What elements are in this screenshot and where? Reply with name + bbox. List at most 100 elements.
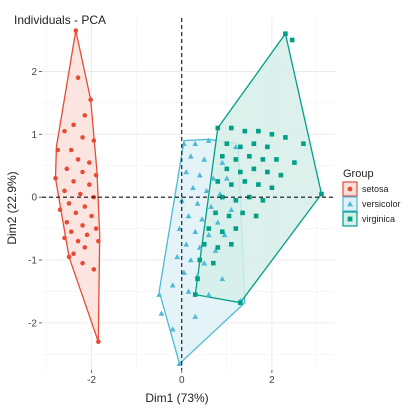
virginica-point	[251, 166, 257, 172]
versicolor-point	[181, 140, 187, 147]
virginica-point	[229, 241, 234, 247]
setosa-point	[62, 235, 67, 241]
x-tick-label: -2	[87, 375, 96, 386]
y-axis-title: Dim2 (22.9%)	[5, 171, 19, 244]
setosa-legend-label: setosa	[362, 184, 389, 194]
setosa-point	[64, 166, 70, 172]
virginica-point	[274, 157, 279, 162]
setosa-point	[66, 201, 72, 206]
versicolor-point	[192, 140, 199, 147]
virginica-point	[242, 179, 248, 184]
versicolor-point	[203, 187, 210, 194]
versicolor-point	[232, 143, 239, 150]
versicolor-point	[176, 360, 183, 367]
virginica-point	[278, 172, 284, 178]
setosa-point	[57, 207, 63, 213]
virginica-point	[233, 226, 239, 231]
virginica-point	[256, 182, 261, 187]
setosa-point	[75, 157, 81, 162]
versicolor-point	[221, 231, 228, 238]
setosa-point	[62, 188, 67, 194]
setosa-point	[88, 97, 93, 103]
reference-lines	[42, 18, 335, 370]
versicolor-point	[196, 244, 203, 250]
versicolor-legend-label: versicolor	[362, 199, 401, 209]
versicolor-point	[219, 275, 226, 282]
setosa-point	[71, 251, 76, 257]
virginica-point	[197, 257, 203, 263]
virginica-point	[210, 260, 216, 266]
versicolor-legend-marker	[347, 201, 353, 207]
setosa-point	[87, 182, 92, 187]
versicolor-point	[228, 206, 235, 213]
setosa-point	[84, 232, 90, 238]
virginica-point	[229, 125, 234, 131]
virginica-point	[213, 210, 218, 216]
x-tick-label: 2	[269, 375, 275, 386]
setosa-point	[75, 75, 81, 81]
y-tick-label: -1	[28, 256, 37, 267]
setosa-point	[93, 172, 99, 178]
virginica-point	[265, 144, 270, 150]
versicolor-point	[205, 231, 212, 238]
versicolor-point	[190, 184, 196, 191]
virginica-point	[229, 182, 234, 187]
virginica-point	[220, 153, 225, 159]
versicolor-point	[174, 253, 181, 260]
virginica-point	[251, 141, 257, 147]
ticks: -2 0 2 -2 -1 0 1 2	[28, 67, 275, 386]
versicolor-point	[176, 225, 183, 231]
setosa-point	[73, 210, 79, 216]
x-axis-title: Dim1 (73%)	[145, 391, 208, 405]
setosa-point	[93, 226, 99, 231]
versicolor-point	[199, 216, 205, 222]
virginica-point	[283, 31, 288, 37]
x-tick-label: 0	[179, 375, 185, 386]
versicolor-point	[223, 175, 230, 181]
virginica-hull	[194, 32, 323, 304]
virginica-point	[260, 197, 266, 203]
setosa-point	[69, 147, 74, 153]
chart-title: Individuals - PCA	[14, 13, 106, 27]
versicolor-point	[208, 203, 214, 209]
setosa-point	[96, 238, 101, 244]
versicolor-point	[156, 291, 163, 297]
setosa-point	[64, 219, 70, 225]
versicolor-point	[201, 260, 208, 266]
virginica-point	[220, 194, 225, 200]
virginica-point	[238, 300, 243, 306]
setosa-point	[69, 229, 74, 235]
virginica-point	[247, 153, 252, 159]
setosa-point	[91, 267, 97, 272]
versicolor-point	[169, 282, 176, 288]
virginica-point	[215, 125, 221, 131]
setosa-point	[55, 147, 61, 153]
y-tick-label: 2	[31, 67, 37, 78]
virginica-point	[224, 166, 230, 172]
legend: Group setosa versicolor virginica	[342, 168, 401, 227]
virginica-point	[201, 241, 207, 247]
versicolor-point	[183, 169, 190, 175]
virginica-point	[265, 169, 270, 175]
y-tick-label: 1	[31, 130, 37, 141]
virginica-point	[220, 229, 225, 235]
virginica-point	[215, 245, 221, 250]
virginica-point	[195, 276, 200, 282]
setosa-point	[82, 113, 88, 118]
setosa-point	[89, 213, 94, 219]
versicolor-point	[169, 326, 176, 332]
virginica-point	[226, 213, 232, 219]
versicolor-point	[194, 200, 201, 206]
virginica-point	[233, 157, 239, 162]
virginica-point	[206, 226, 212, 231]
versicolor-point	[187, 153, 194, 159]
setosa-point	[80, 260, 85, 266]
virginica-point	[269, 185, 275, 191]
versicolor-point	[178, 197, 185, 203]
points	[53, 28, 324, 367]
setosa-point	[66, 254, 72, 260]
versicolor-point	[183, 241, 190, 247]
virginica-point	[256, 128, 261, 134]
virginica-point	[224, 141, 230, 147]
setosa-point	[75, 238, 81, 244]
